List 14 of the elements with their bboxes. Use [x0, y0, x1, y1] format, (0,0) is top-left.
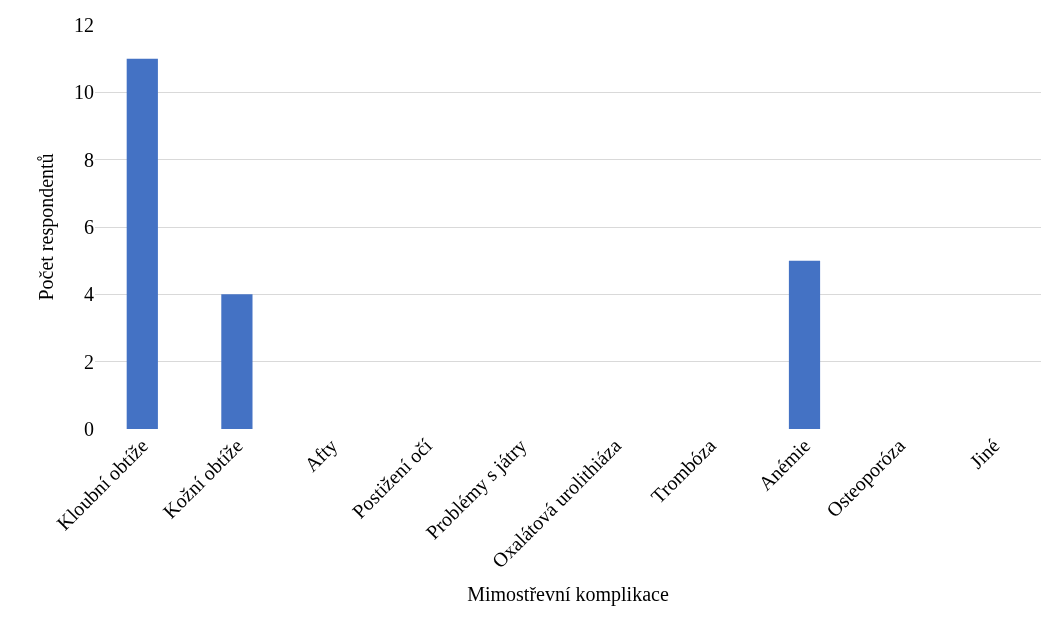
- bar: [221, 294, 253, 429]
- bar: [788, 260, 821, 429]
- y-axis-title: Počet respondentů: [34, 153, 58, 301]
- y-tick-label: 4: [84, 283, 94, 306]
- x-tick-label: Afty: [299, 434, 343, 477]
- y-tick-label: 0: [84, 418, 94, 440]
- y-tick-label: 8: [84, 148, 94, 171]
- y-tick-label: 6: [84, 216, 94, 238]
- bar: [126, 58, 158, 429]
- x-tick-label: Jiné: [965, 434, 1004, 473]
- x-axis-title: Mimostřevní komplikace: [467, 582, 669, 606]
- y-tick-label: 10: [74, 81, 94, 104]
- y-tick-label: 12: [74, 14, 94, 36]
- y-tick-label: 2: [84, 350, 94, 373]
